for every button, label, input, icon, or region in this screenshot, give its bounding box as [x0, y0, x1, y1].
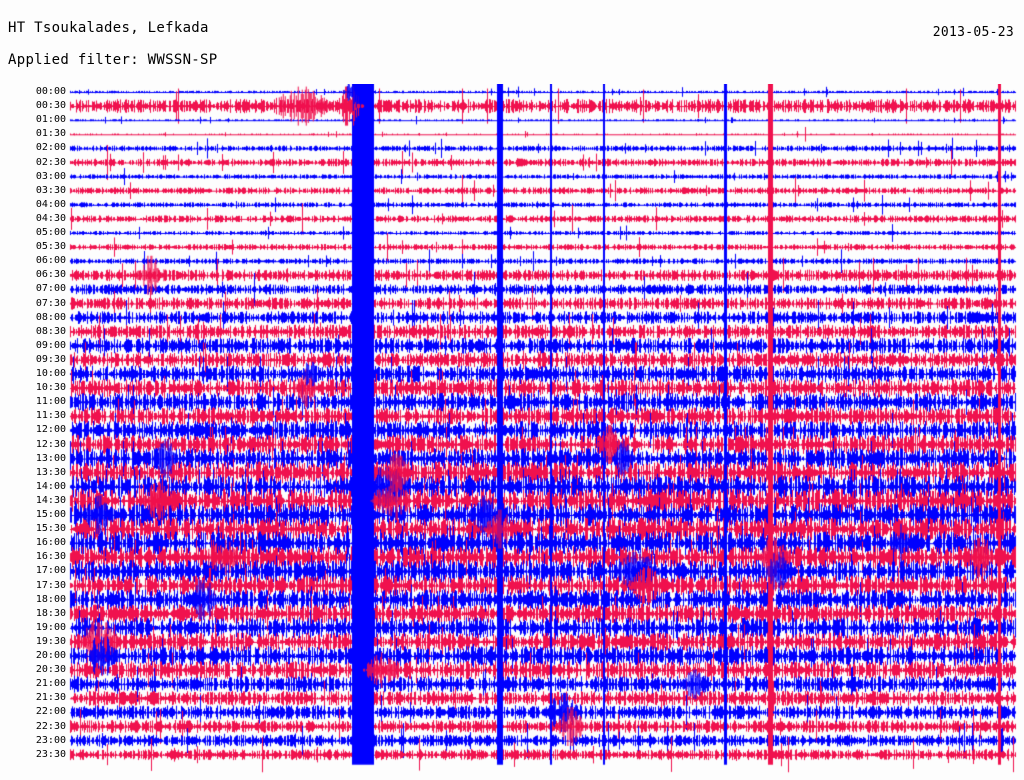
time-row-label: 09:30 [35, 353, 66, 365]
time-row-label: 23:00 [35, 734, 66, 746]
seismic-trace-canvas [0, 84, 1024, 774]
time-row-label: 19:00 [35, 621, 66, 633]
time-row-label: 03:00 [35, 170, 66, 182]
time-row-label: 20:00 [35, 650, 66, 661]
time-row-label: 05:30 [35, 241, 66, 253]
time-row-label: 18:30 [35, 607, 66, 619]
time-row-label: 10:00 [35, 368, 66, 379]
time-row-label: 03:30 [35, 184, 66, 196]
time-row-label: 22:00 [35, 706, 66, 718]
filter-label: Applied filter: WWSSN-SP [8, 52, 218, 68]
time-row-label: 13:30 [35, 466, 66, 478]
time-row-label: 21:30 [35, 692, 66, 704]
time-row-label: 12:00 [35, 424, 66, 436]
time-row-label: 10:30 [35, 382, 66, 394]
time-row-label: 17:30 [35, 579, 66, 591]
time-row-label: 14:00 [35, 480, 66, 492]
helicorder-plot: 00:00 00:30 01:00 01:30 02:00 02:30 03:00 03:30… [0, 84, 1024, 774]
time-row-label: 23:30 [35, 748, 66, 760]
time-row-label: 15:30 [35, 523, 66, 535]
time-row-label: 00:30 [35, 100, 66, 112]
time-row-label: 22:30 [35, 720, 66, 732]
time-row-label: 04:30 [35, 212, 66, 224]
time-row-label: 00:00 [35, 86, 66, 97]
time-row-label: 15:00 [35, 509, 66, 520]
time-row-label: 08:30 [35, 325, 66, 337]
time-row-label: 07:00 [35, 283, 66, 295]
time-row-label: 20:30 [35, 664, 66, 676]
time-row-label: 13:00 [35, 452, 66, 464]
time-row-label: 09:00 [35, 339, 66, 351]
time-row-label: 01:00 [35, 114, 66, 126]
page-title: HT Tsoukalades, Lefkada [8, 20, 209, 36]
time-row-label: 19:30 [35, 635, 66, 647]
time-row-label: 18:00 [35, 593, 66, 605]
time-row-label: 16:30 [35, 551, 66, 563]
time-row-label: 02:00 [35, 142, 66, 154]
time-row-label: 06:00 [35, 255, 66, 267]
time-row-label: 17:00 [35, 565, 66, 577]
time-row-label: 16:00 [35, 537, 66, 549]
date-label: 2013-05-23 [932, 25, 1014, 40]
time-row-label: 21:00 [35, 678, 66, 690]
time-row-label: 08:00 [35, 311, 66, 323]
time-row-label: 11:30 [35, 410, 66, 422]
time-row-label: 14:30 [35, 494, 66, 506]
time-row-label: 11:00 [35, 396, 66, 408]
time-row-label: 12:30 [35, 438, 66, 450]
time-row-label: 02:30 [35, 156, 66, 168]
time-row-label: 05:00 [35, 227, 66, 238]
time-row-label: 01:30 [35, 128, 66, 140]
time-row-label: 07:30 [35, 297, 66, 309]
time-row-label: 04:00 [35, 198, 66, 210]
time-row-label: 06:30 [35, 269, 66, 281]
